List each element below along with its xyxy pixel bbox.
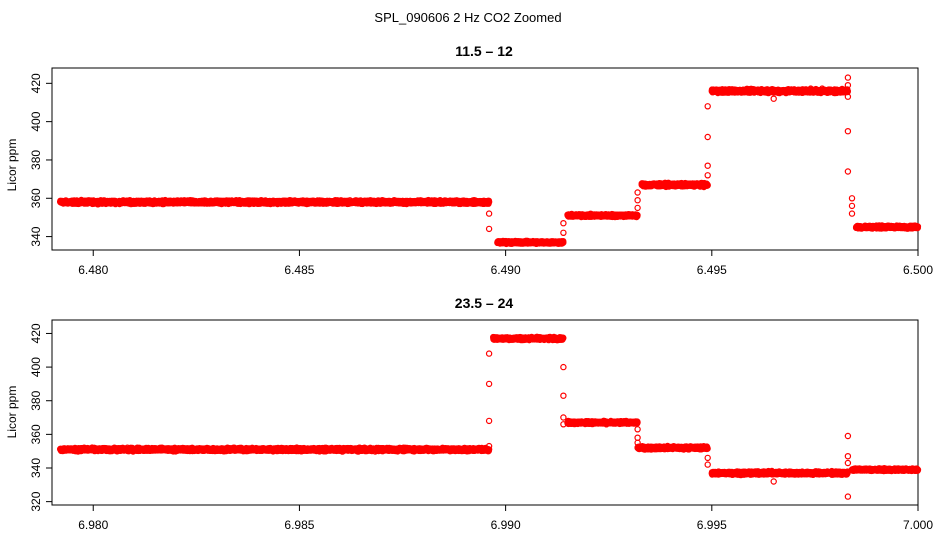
x-tick-label: 6.485 (284, 263, 314, 277)
panel-top-title: 11.5 – 12 (455, 43, 513, 59)
y-tick-label: 400 (29, 111, 43, 131)
x-tick-label: 6.480 (78, 263, 108, 277)
panel-top-plot-area: 6.480 6.485 6.490 6.495 6.500 340 360 380 400 420 (29, 67, 933, 277)
y-tick-label: 360 (29, 188, 43, 208)
y-tick-label: 340 (29, 226, 43, 246)
panel-top: 11.5 – 12 Licor ppm 6.480 6.485 6.490 6.495… (5, 43, 933, 277)
x-tick-label: 6.490 (491, 263, 521, 277)
data-series (57, 74, 922, 248)
y-tick-label: 380 (29, 150, 43, 170)
figure-title: SPL_090606 2 Hz CO2 Zoomed (374, 10, 561, 25)
plot-frame (51, 67, 919, 251)
x-tick-label: 6.495 (697, 263, 727, 277)
y-tick-label: 420 (29, 73, 43, 93)
panel-top-ylabel: Licor ppm (5, 139, 19, 192)
x-tick-label: 6.500 (903, 263, 933, 277)
